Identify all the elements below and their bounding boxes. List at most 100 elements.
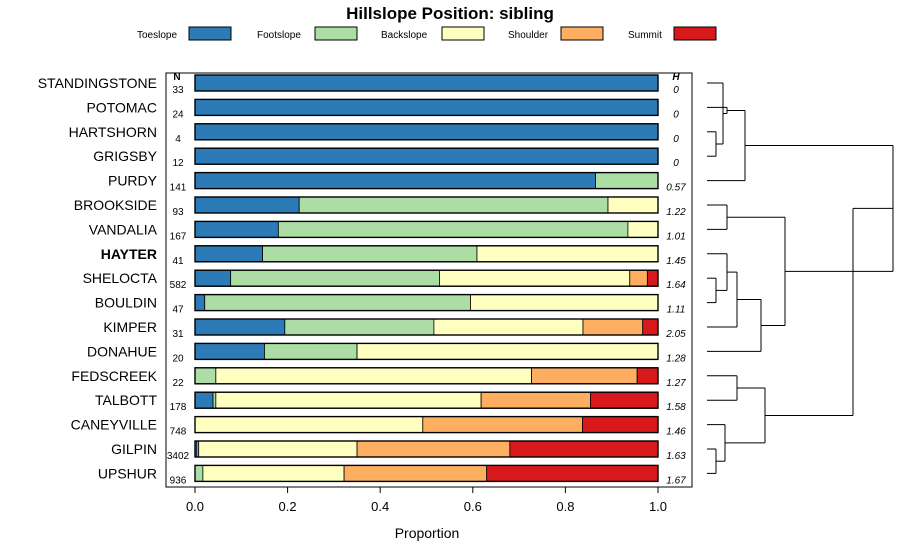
chart-title: Hillslope Position: sibling bbox=[346, 4, 554, 23]
n-value-bouldin: 47 bbox=[172, 305, 184, 316]
bar-outline-grigsby bbox=[194, 147, 659, 165]
bar-segment-caneyville-backslope bbox=[194, 416, 424, 434]
legend-swatch-shoulder bbox=[560, 26, 604, 41]
bar-outline-brookside bbox=[194, 196, 659, 214]
n-value-grigsby: 12 bbox=[172, 158, 184, 169]
n-value-brookside: 93 bbox=[172, 207, 184, 218]
row-label-purdy: PURDY bbox=[108, 173, 158, 189]
row-label-bouldin: BOULDIN bbox=[95, 295, 157, 311]
legend-label-shoulder: Shoulder bbox=[508, 30, 549, 41]
bar-segment-hayter-toeslope bbox=[194, 245, 263, 263]
bar-outline-kimper bbox=[194, 318, 659, 336]
bar-segment-fedscreek-footslope bbox=[194, 367, 217, 385]
row-label-gilpin: GILPIN bbox=[111, 441, 157, 457]
bar-segment-purdy-footslope bbox=[595, 172, 659, 190]
n-value-vandalia: 167 bbox=[170, 231, 187, 242]
legend-swatch-toeslope bbox=[188, 26, 232, 41]
h-value-bouldin: 1.11 bbox=[667, 305, 686, 316]
row-label-brookside: BROOKSIDE bbox=[74, 197, 157, 213]
n-value-shelocta: 582 bbox=[170, 280, 187, 291]
h-value-kimper: 2.05 bbox=[665, 329, 686, 340]
row-label-hartshorn: HARTSHORN bbox=[69, 124, 157, 140]
bar-segment-brookside-toeslope bbox=[194, 196, 300, 214]
bar-segment-donahue-backslope bbox=[356, 342, 659, 360]
row-label-hayter: HAYTER bbox=[101, 246, 157, 262]
legend: Toeslope Footslope Backslope Shoulder Summit bbox=[137, 26, 717, 41]
bar-segment-bouldin-backslope bbox=[470, 294, 659, 312]
x-axis: 0.0 0.2 0.4 0.6 0.8 1.0 bbox=[186, 487, 667, 514]
bar-segment-kimper-backslope bbox=[433, 318, 584, 336]
n-value-hayter: 41 bbox=[172, 256, 184, 267]
bar-segment-kimper-footslope bbox=[284, 318, 435, 336]
h-value-talbott: 1.58 bbox=[666, 402, 686, 413]
bar-outline-shelocta bbox=[194, 269, 659, 287]
bar-segment-shelocta-toeslope bbox=[194, 269, 232, 287]
legend-label-summit: Summit bbox=[628, 30, 662, 41]
bar-outline-gilpin bbox=[194, 440, 659, 458]
bar-segment-gilpin-backslope bbox=[198, 440, 358, 458]
row-labels: STANDINGSTONE 33 0 POTOMAC 24 0 HARTSHORN 4 0 GRI… bbox=[38, 75, 686, 486]
x-tick-label-1: 0.2 bbox=[279, 499, 297, 514]
row-label-potomac: POTOMAC bbox=[86, 99, 157, 115]
row-label-standingstone: STANDINGSTONE bbox=[38, 75, 157, 91]
bar-segment-upshur-summit bbox=[486, 464, 659, 482]
h-value-vandalia: 1.01 bbox=[666, 231, 685, 242]
bar-outline-upshur bbox=[194, 464, 659, 483]
bar-outline-caneyville bbox=[194, 415, 659, 434]
bar-segment-bouldin-toeslope bbox=[194, 294, 206, 312]
h-value-hartshorn: 0 bbox=[673, 134, 679, 145]
h-value-brookside: 1.22 bbox=[666, 207, 686, 218]
bar-outline-potomac bbox=[194, 98, 659, 117]
h-value-fedscreek: 1.27 bbox=[666, 378, 686, 389]
h-value-gilpin: 1.63 bbox=[666, 451, 686, 462]
legend-swatch-summit bbox=[673, 26, 717, 41]
bar-segment-shelocta-backslope bbox=[439, 269, 631, 287]
bar-segment-shelocta-footslope bbox=[230, 269, 440, 287]
bar-segment-shelocta-shoulder bbox=[629, 269, 648, 287]
bar-outline-hartshorn bbox=[194, 123, 659, 141]
n-value-kimper: 31 bbox=[172, 329, 184, 340]
bar-segment-bouldin-footslope bbox=[204, 294, 471, 312]
bar-segment-grigsby-toeslope bbox=[194, 147, 659, 165]
bar-segment-hartshorn-toeslope bbox=[194, 123, 659, 141]
bar-segment-talbott-backslope bbox=[215, 391, 482, 409]
bar-segment-kimper-shoulder bbox=[582, 318, 644, 336]
legend-label-toeslope: Toeslope bbox=[137, 30, 177, 41]
bar-outline-standingstone bbox=[194, 74, 659, 92]
row-label-shelocta: SHELOCTA bbox=[83, 270, 158, 286]
legend-swatch-footslope bbox=[314, 26, 358, 41]
h-value-purdy: 0.57 bbox=[666, 183, 686, 194]
bar-outline-talbott bbox=[194, 391, 659, 409]
x-tick-label-5: 1.0 bbox=[649, 499, 667, 514]
bar-segment-brookside-footslope bbox=[298, 196, 609, 214]
bar-segment-caneyville-shoulder bbox=[422, 416, 583, 434]
bar-outline-fedscreek bbox=[194, 367, 659, 385]
bar-segment-gilpin-summit bbox=[509, 440, 659, 458]
h-value-upshur: 1.67 bbox=[666, 475, 686, 486]
row-label-grigsby: GRIGSBY bbox=[93, 148, 157, 164]
bars bbox=[194, 74, 659, 483]
dendrogram bbox=[707, 82, 894, 474]
n-value-potomac: 24 bbox=[172, 109, 184, 120]
row-label-vandalia: VANDALIA bbox=[89, 221, 158, 237]
h-value-grigsby: 0 bbox=[673, 158, 679, 169]
bar-segment-hayter-footslope bbox=[262, 245, 478, 263]
n-value-purdy: 141 bbox=[170, 183, 187, 194]
legend-label-backslope: Backslope bbox=[381, 30, 428, 41]
n-value-gilpin: 3402 bbox=[167, 451, 190, 462]
bar-segment-caneyville-summit bbox=[582, 416, 659, 434]
n-value-hartshorn: 4 bbox=[175, 134, 181, 145]
bar-segment-gilpin-shoulder bbox=[356, 440, 511, 458]
row-label-talbott: TALBOTT bbox=[95, 392, 157, 408]
bar-segment-talbott-footslope bbox=[212, 391, 217, 409]
bar-segment-fedscreek-shoulder bbox=[531, 367, 638, 385]
bar-segment-vandalia-footslope bbox=[277, 220, 629, 238]
row-label-kimper: KIMPER bbox=[103, 319, 157, 335]
bar-outline-purdy bbox=[194, 171, 659, 190]
bar-segment-fedscreek-summit bbox=[636, 367, 659, 385]
bar-segment-upshur-shoulder bbox=[343, 464, 488, 482]
bar-outline-bouldin bbox=[194, 293, 659, 312]
bar-segment-talbott-summit bbox=[590, 391, 659, 409]
n-value-standingstone: 33 bbox=[172, 85, 184, 96]
